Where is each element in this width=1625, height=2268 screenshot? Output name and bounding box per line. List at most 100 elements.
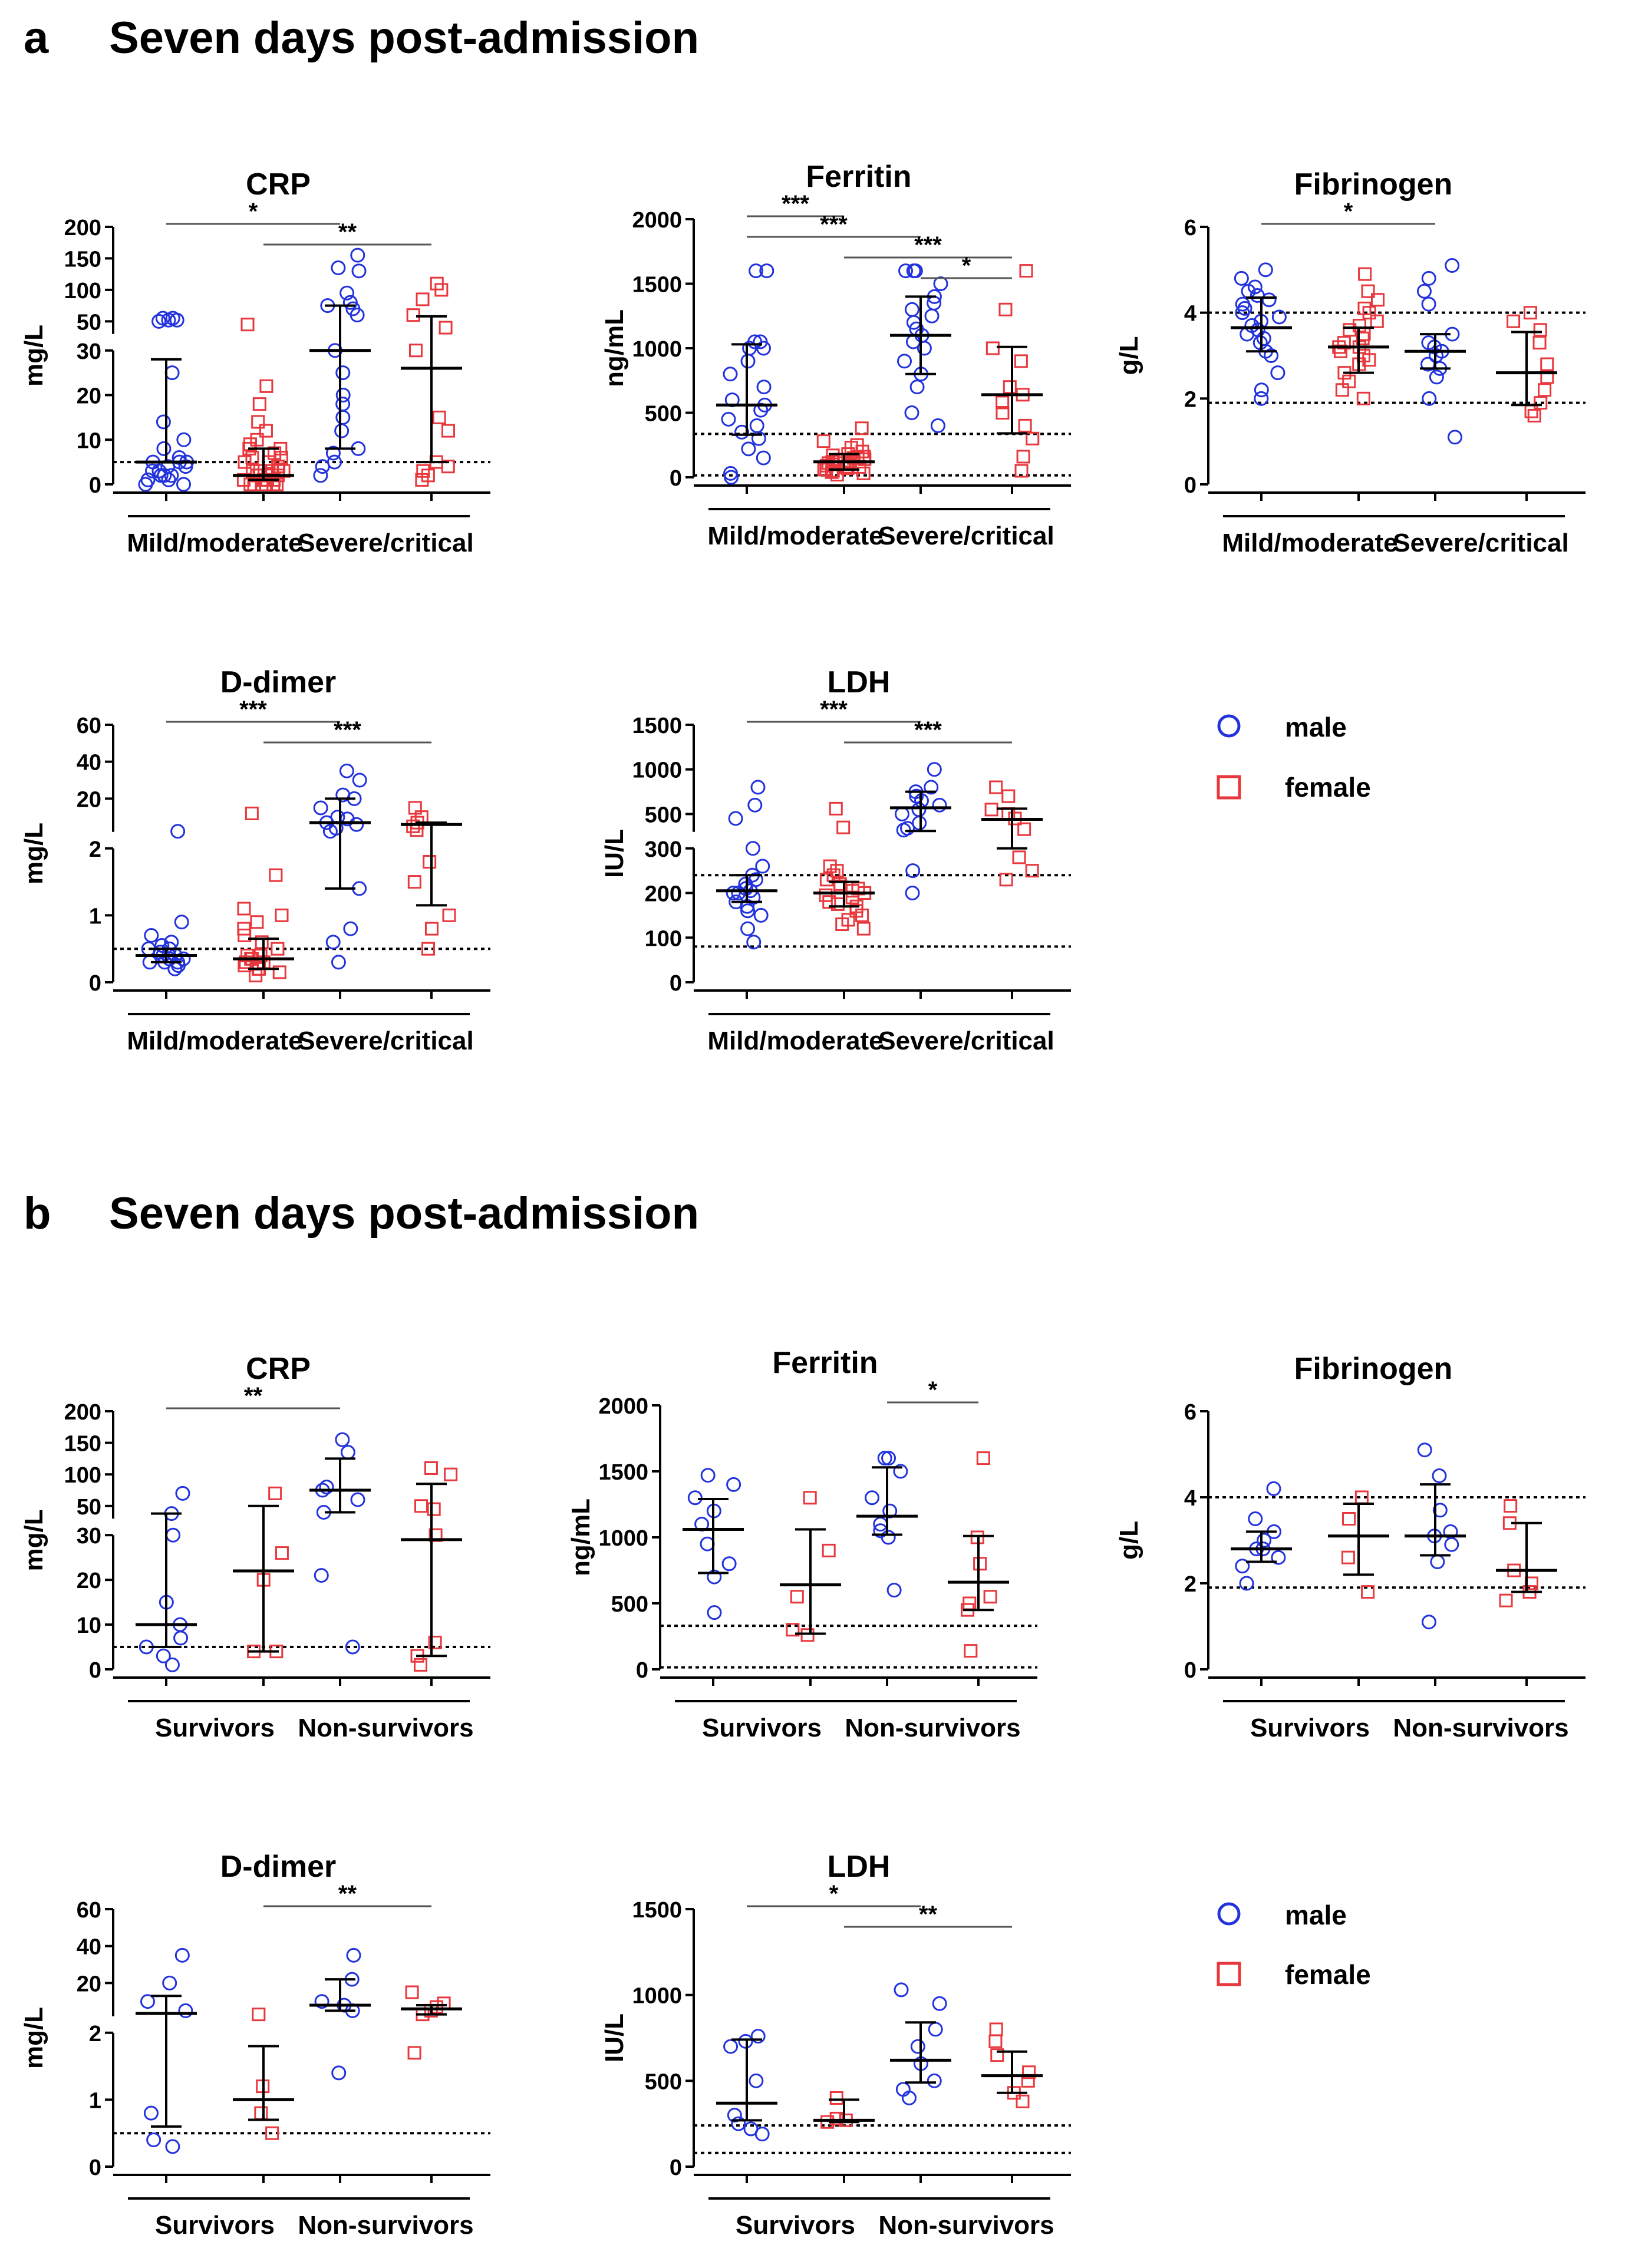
data-point-female	[275, 1546, 289, 1560]
data-point-male	[156, 1648, 171, 1663]
significance-label: *	[962, 253, 971, 279]
data-point-male	[1445, 258, 1460, 273]
data-point-male	[726, 1477, 741, 1492]
significance-label: ***	[334, 717, 361, 743]
data-point-male	[932, 797, 947, 813]
data-point-female	[1001, 789, 1016, 803]
y-tick-label: 6	[1184, 1400, 1196, 1425]
y-tick-label: 1000	[632, 337, 682, 362]
data-point-male	[1421, 1615, 1436, 1630]
data-point-male	[928, 2022, 943, 2037]
data-point-female	[251, 415, 265, 429]
y-tick-label: 20	[77, 1972, 101, 1996]
data-point-female	[245, 451, 259, 465]
data-point-female	[252, 2008, 266, 2022]
y-tick-label: 0	[89, 1658, 101, 1683]
data-point-male	[753, 334, 768, 349]
data-point-male	[1270, 365, 1286, 381]
y-tick-label: 100	[64, 279, 101, 303]
data-point-female	[830, 864, 844, 878]
data-point-male	[172, 450, 187, 466]
data-point-female	[822, 1543, 836, 1557]
data-point-male	[930, 418, 945, 433]
data-point-female	[245, 806, 259, 820]
data-point-female	[237, 902, 251, 916]
y-axis-label: ng/mL	[600, 309, 629, 387]
data-point-male	[881, 1451, 896, 1466]
data-point-male	[325, 445, 341, 461]
chart-title: D-dimer	[220, 1850, 336, 1884]
data-point-male	[1443, 1524, 1458, 1539]
data-point-male	[906, 334, 921, 349]
significance-label: **	[338, 1881, 357, 1907]
y-tick-label: 2000	[632, 208, 682, 233]
data-point-male	[912, 816, 927, 831]
data-point-female	[424, 1461, 438, 1475]
data-point-female	[1523, 306, 1537, 320]
y-tick-label: 0	[89, 971, 101, 996]
group-label: Mild/moderate	[127, 529, 302, 557]
data-point-male	[905, 886, 920, 901]
data-point-female	[1016, 2094, 1030, 2108]
y-tick-label: 1	[89, 2088, 101, 2113]
data-point-male	[146, 2132, 161, 2148]
data-point-female	[790, 1590, 804, 1604]
data-point-male	[905, 863, 921, 879]
legend-female-label-a: female	[1285, 772, 1371, 803]
data-point-female	[1534, 396, 1548, 410]
data-point-male	[1417, 1442, 1432, 1458]
section-a-title: Seven days post-admission	[109, 13, 699, 63]
chart-title: Ferritin	[806, 160, 911, 194]
data-point-male	[331, 955, 346, 970]
data-point-female	[259, 424, 273, 438]
data-point-male	[350, 247, 365, 263]
panel-a-ddimer: D-dimer mg/L 0 1 2 20 40 60 Mild/moderateSevere/…	[19, 665, 490, 1055]
y-tick-label: 500	[611, 1592, 648, 1617]
data-point-female	[253, 949, 268, 963]
data-point-male	[909, 788, 924, 804]
data-point-female	[1538, 383, 1552, 397]
y-tick-label: 1000	[632, 1984, 682, 2009]
data-point-female	[427, 1502, 441, 1516]
data-point-female	[973, 1557, 987, 1571]
data-point-female	[1357, 301, 1372, 315]
data-point-male	[1257, 1533, 1272, 1548]
data-point-female	[996, 406, 1010, 420]
data-point-male	[175, 1485, 190, 1501]
data-point-male	[1432, 1503, 1448, 1518]
data-point-male	[176, 477, 192, 492]
data-point-male	[726, 886, 741, 901]
data-point-male	[144, 927, 159, 943]
y-tick-label: 1000	[598, 1526, 648, 1551]
data-point-female	[1540, 370, 1554, 384]
data-point-male	[740, 903, 756, 919]
data-point-male	[140, 1994, 156, 2009]
group-label: Non-survivors	[298, 1714, 473, 1742]
data-point-male	[174, 915, 189, 930]
y-tick-label: 150	[64, 1432, 101, 1457]
data-point-male	[339, 763, 354, 778]
data-point-male	[740, 921, 756, 936]
panel-a-fibrinogen: Fibrinogen g/L 0 2 4 6 Mild/moderateSevere/cri…	[1115, 167, 1586, 557]
group-label: Mild/moderate	[707, 521, 883, 550]
y-tick-label: 200	[64, 1400, 101, 1425]
data-point-female	[1532, 336, 1547, 350]
data-point-male	[877, 1451, 892, 1466]
y-tick-label: 1500	[632, 1898, 682, 1923]
y-tick-label: 300	[645, 837, 682, 862]
data-point-male	[340, 1445, 355, 1460]
data-point-female	[999, 873, 1013, 887]
data-point-female	[444, 1467, 458, 1481]
section-b-letter: b	[24, 1189, 51, 1239]
data-point-female	[836, 820, 851, 834]
data-point-female	[850, 438, 864, 452]
data-point-female	[1361, 284, 1375, 298]
data-point-male	[313, 468, 328, 483]
y-axis-label: g/L	[1115, 1521, 1143, 1560]
data-point-female	[430, 276, 444, 290]
data-point-female	[1012, 850, 1026, 864]
data-point-male	[1248, 1511, 1263, 1526]
data-point-male	[904, 405, 919, 420]
data-point-female	[786, 1623, 800, 1637]
data-point-female	[1499, 1593, 1513, 1607]
